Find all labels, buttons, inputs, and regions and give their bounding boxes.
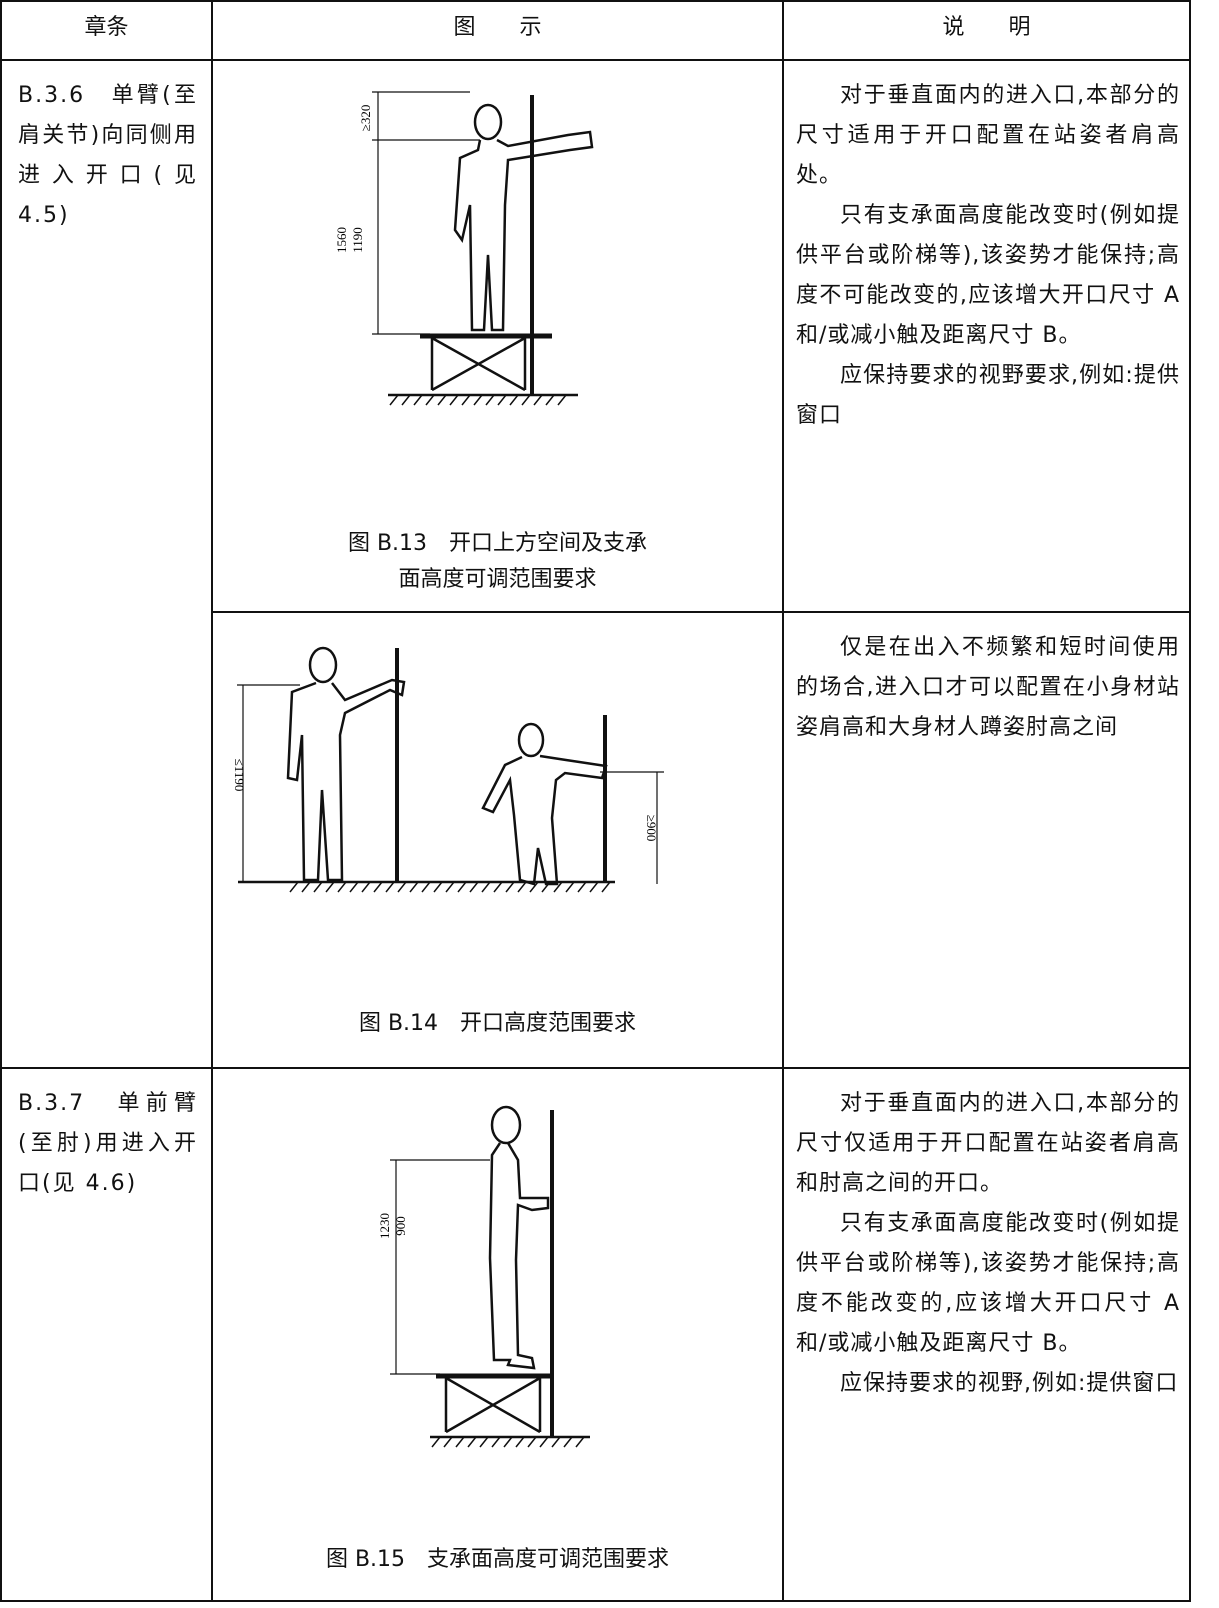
description: 对于垂直面内的进入口,本部分的尺寸适用于开口配置在站姿者肩高处。 只有支承面高度… <box>796 76 1180 436</box>
figure-b13 <box>372 91 594 406</box>
description: 仅是在出入不频繁和短时间使用的场合,进入口才可以配置在小身材站姿肩高和大身材人蹲… <box>796 628 1180 748</box>
caption-line: 面高度可调范围要求 <box>398 567 597 592</box>
dimension: ≥900 <box>644 815 659 842</box>
caption-line: 图 B.15 支承面高度可调范围要求 <box>325 1547 670 1572</box>
header-clause: 章条 <box>84 15 129 40</box>
dimension: ≥320 <box>358 105 373 132</box>
caption-line: 图 B.13 开口上方空间及支承 <box>347 531 648 556</box>
table-borders <box>0 0 1191 1602</box>
clause: B.3.7 单前臂(至肘)用进入开口(见 4.6) <box>18 1091 198 1196</box>
header-description: 说 明 <box>942 15 1031 40</box>
paragraph: 仅是在出入不频繁和短时间使用的场合,进入口才可以配置在小身材站姿肩高和大身材人蹲… <box>796 635 1180 740</box>
paragraph: 只有支承面高度能改变时(例如提供平台或阶梯等),该姿势才能保持;高度不能改变的,… <box>796 1211 1180 1356</box>
paragraph: 对于垂直面内的进入口,本部分的尺寸仅适用于开口配置在站姿者肩高和肘高之间的开口。 <box>796 1091 1180 1196</box>
description: 对于垂直面内的进入口,本部分的尺寸仅适用于开口配置在站姿者肩高和肘高之间的开口。… <box>796 1084 1180 1404</box>
figure-b15 <box>390 1105 590 1448</box>
dimension: 1230 <box>377 1213 392 1239</box>
figure-b14 <box>237 646 664 893</box>
caption-line: 图 B.14 开口高度范围要求 <box>358 1011 637 1036</box>
clause: B.3.6 单臂(至肩关节)向同侧用进入开口(见 4.5) <box>18 83 198 228</box>
paragraph: 对于垂直面内的进入口,本部分的尺寸适用于开口配置在站姿者肩高处。 <box>796 83 1180 188</box>
dimension: 1560 <box>334 227 349 253</box>
paragraph: 应保持要求的视野要求,例如:提供窗口 <box>796 363 1180 428</box>
paragraph: 只有支承面高度能改变时(例如提供平台或阶梯等),该姿势才能保持;高度不可能改变的… <box>796 203 1180 348</box>
paragraph: 应保持要求的视野,例如:提供窗口 <box>840 1371 1179 1396</box>
dimension: 1190 <box>350 227 365 253</box>
dimension: ≤1190 <box>232 759 247 792</box>
caption: 图 B.14 开口高度范围要求 <box>212 1006 783 1042</box>
caption: 图 B.13 开口上方空间及支承 面高度可调范围要求 <box>212 526 783 598</box>
header-figure: 图 示 <box>453 15 542 40</box>
caption: 图 B.15 支承面高度可调范围要求 <box>212 1542 783 1578</box>
dimension: 900 <box>393 1216 408 1236</box>
